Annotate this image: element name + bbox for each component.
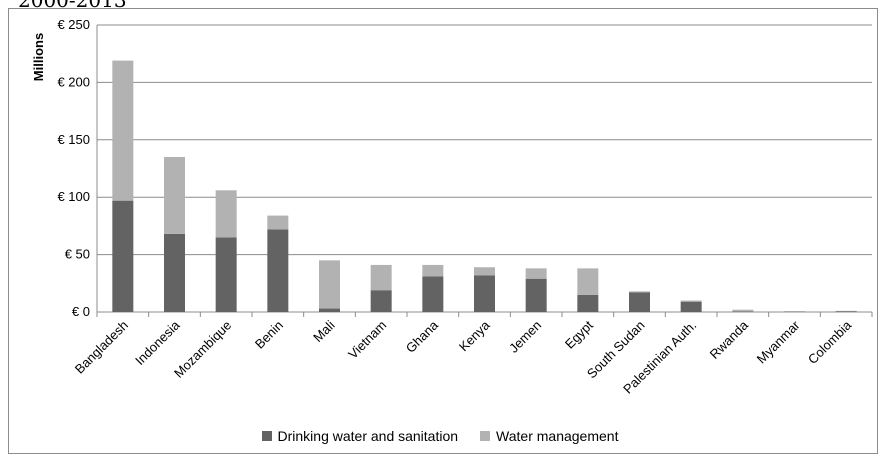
y-tick-label: € 250 [57,17,90,32]
bar-segment-drinking-water [319,308,340,312]
axes [96,25,873,317]
bar-segment-drinking-water [525,278,547,312]
bar-segment-water-management [267,215,289,230]
y-tick-label: € 0 [72,304,90,319]
legend-label-water-management: Water management [496,428,619,444]
bar-segment-water-management [629,291,650,293]
bar-segment-drinking-water [577,294,599,312]
bar-segment-drinking-water [474,275,495,312]
bar-segment-water-management [164,157,185,234]
labels: € 0 € 50 € 100 € 150 € 200 € 250 Millions Bangl… [31,17,855,397]
bar-segment-drinking-water [215,237,237,312]
bars [112,60,857,312]
x-category-label: Jemen [506,318,544,356]
legend-swatch-water-management [480,431,491,441]
bar-segment-water-management [215,190,237,238]
x-category-label: Colombia [805,317,855,367]
bar-segment-water-management [577,268,599,295]
bar-segment-drinking-water [370,290,392,312]
bar-segment-water-management [319,260,340,309]
x-category-label: Kenya [456,317,493,354]
bar-segment-water-management [370,264,392,291]
legend: Drinking water and sanitation Water mana… [0,428,880,444]
bar-segment-water-management [525,268,547,279]
legend-label-drinking-water: Drinking water and sanitation [277,428,459,444]
bar-segment-drinking-water [680,301,702,312]
x-category-label: Bangladesh [72,318,131,377]
bar-segment-water-management [680,300,702,302]
y-tick-label: € 200 [57,74,90,89]
y-axis-label: Millions [31,33,46,81]
x-category-label: Indonesia [132,317,183,368]
legend-item-drinking-water: Drinking water and sanitation [261,428,459,444]
bar-segment-water-management [112,60,134,201]
bar-segment-water-management [422,264,444,277]
y-tick-label: € 50 [65,247,90,262]
bar-segment-water-management [474,267,495,276]
x-category-label: Ghana [403,317,442,356]
y-tick-label: € 100 [57,189,90,204]
bar-segment-drinking-water [422,276,444,312]
bar-segment-drinking-water [112,200,134,312]
x-category-label: Mali [310,317,338,345]
bar-segment-drinking-water [267,229,289,312]
x-category-label: Vietnam [345,318,389,362]
y-tick-label: € 150 [57,132,90,147]
x-category-label: Benin [252,318,286,352]
chart-title-fragment: 2000-2013 [18,0,127,12]
x-category-label: Rwanda [707,317,752,362]
bar-segment-drinking-water [629,292,650,312]
legend-item-water-management: Water management [480,428,618,444]
bar-segment-drinking-water [164,233,185,312]
bar-segment-drinking-water [732,311,754,312]
legend-swatch-drinking-water [261,431,272,441]
bar-segment-drinking-water [835,311,857,312]
bar-segment-water-management [732,309,754,312]
x-category-label: Myanmar [754,317,803,366]
x-category-label: Egypt [562,317,596,351]
